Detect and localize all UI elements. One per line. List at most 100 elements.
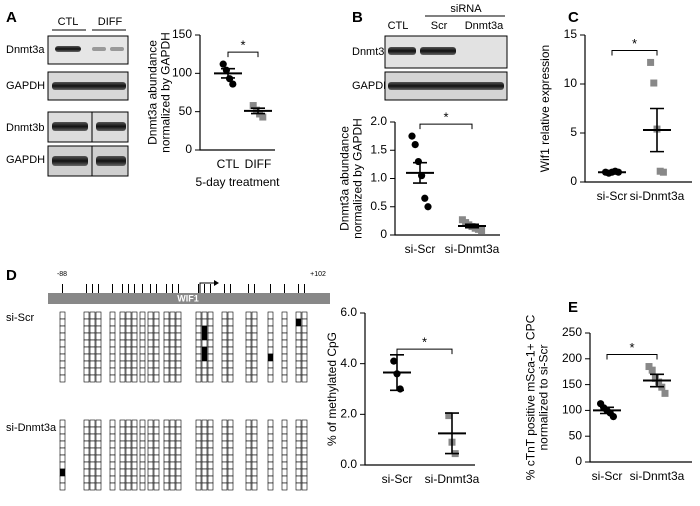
error-bar [650,373,664,388]
cpg-cell [201,475,208,484]
cpg-cell [295,367,302,376]
cpg-cell [207,419,214,428]
cpg-cell [245,360,252,369]
cpg-cell [163,325,170,334]
cpg-cell [267,339,274,348]
cpg-cell [169,447,176,456]
cpg-cell [245,332,252,341]
blot-b: siRNA CTL Scr Dnmt3a Dnmt3a GAPDH [352,3,508,101]
cpg-cell [59,353,66,362]
y-tick-label: 0 [570,174,577,188]
cpg-cell [175,318,182,327]
cpg-cell [201,311,208,320]
cpg-cell [301,468,308,477]
cpg-cell [119,454,126,463]
cpg-cell [195,367,202,376]
cpg-cell [83,426,90,435]
cpg-cell [125,360,132,369]
cpg-cell [83,367,90,376]
cpg-cell [245,482,252,491]
cpg-cell [221,332,228,341]
lane-label: CTL [388,20,409,32]
cpg-cell [245,374,252,383]
cpg-cell [281,325,288,334]
cpg-cell [59,325,66,334]
cpg-cell [125,318,132,327]
cpg-cell [125,426,132,435]
cpg-cell [295,440,302,449]
cpg-cell [147,339,154,348]
x-tick-label: si-Dnmt3a [425,472,480,486]
cpg-cell [251,482,258,491]
data-point [259,113,267,121]
lane-label: DIFF [98,16,123,28]
cpg-cell [163,454,170,463]
cpg-cell [175,339,182,348]
cpg-cell [109,374,116,383]
cpg-cell [169,311,176,320]
cpg-cell [221,468,228,477]
cpg-cell [89,367,96,376]
y-tick-label: 4.0 [340,356,357,370]
cpg-cell [301,318,308,327]
error-bar [465,223,479,229]
cpg-cell [89,353,96,362]
y-tick-label: 1.5 [370,142,387,156]
cpg-cell [295,461,302,470]
significance-bracket [419,123,473,130]
cpg-cell [95,325,102,334]
cpg-cell [169,367,176,376]
y-tick-label: 15 [564,27,578,41]
data-point [411,141,419,149]
cpg-cell [109,447,116,456]
cpg-cell [59,475,66,484]
cpg-cell [139,374,146,383]
y-tick-label: 150 [562,377,582,391]
cpg-cell [125,339,132,348]
cpg-cell [139,353,146,362]
cpg-cell [131,353,138,362]
cpg-cell [131,426,138,435]
cpg-cell [153,440,160,449]
data-point [229,80,237,88]
cpg-cell [131,318,138,327]
cpg-cell [95,482,102,491]
cpg-cell [125,311,132,320]
axis [589,333,692,463]
cpg-cell [281,426,288,435]
cpg-cell [153,447,160,456]
cpg-cell [251,346,258,355]
x-tick-label: si-Scr [405,242,436,256]
cpg-cell [201,433,208,442]
cpg-cell [163,433,170,442]
cpg-cell [301,447,308,456]
cpg-cell [169,353,176,362]
cpg-cell [281,454,288,463]
cpg-cell [59,468,66,477]
cpg-cell [83,339,90,348]
cpg-cell [195,353,202,362]
cpg-cell [301,339,308,348]
cpg-cell [59,311,66,320]
cpg-cell [169,475,176,484]
cpg-cell [89,360,96,369]
cpg-cell [201,447,208,456]
cpg-cell [195,426,202,435]
y-tick-label: 0 [185,142,192,156]
cpg-cell [125,475,132,484]
cpg-cell [95,353,102,362]
cpg-cell [131,332,138,341]
cpg-cell [281,447,288,456]
panel-label: B [352,9,363,26]
cpg-cell [201,353,208,362]
cpg-cell [301,461,308,470]
cpg-cell [147,325,154,334]
data-point [390,357,398,365]
cpg-cell [59,482,66,491]
cpg-cell [147,346,154,355]
cpg-cell [221,447,228,456]
cpg-cell [221,433,228,442]
y-tick-label: 2.0 [370,114,387,128]
row-label: si-Scr [6,312,34,324]
cpg-cell [119,482,126,491]
